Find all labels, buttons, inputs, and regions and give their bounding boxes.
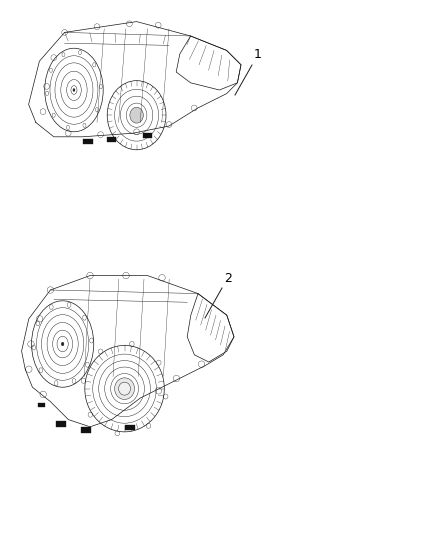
Ellipse shape: [119, 382, 131, 395]
Bar: [81, 427, 92, 433]
Bar: [107, 137, 116, 142]
Ellipse shape: [61, 342, 64, 346]
Bar: [38, 403, 46, 407]
Text: 2: 2: [224, 271, 232, 285]
Ellipse shape: [130, 107, 143, 123]
Bar: [124, 425, 134, 431]
Bar: [143, 133, 152, 138]
Bar: [56, 421, 66, 427]
Bar: [83, 139, 93, 144]
Text: 1: 1: [254, 49, 262, 61]
Ellipse shape: [115, 378, 134, 399]
Ellipse shape: [73, 88, 75, 92]
